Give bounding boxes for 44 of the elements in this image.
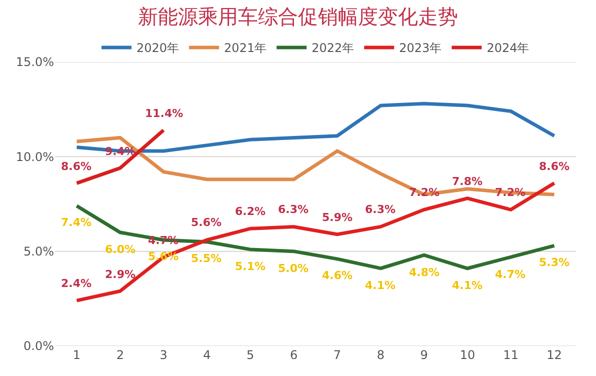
- data-label: 6.3%: [365, 203, 396, 216]
- data-label: 8.6%: [61, 160, 92, 173]
- x-tick-label: 1: [72, 348, 81, 362]
- legend-label: 2023年: [399, 41, 442, 56]
- data-label: 2.4%: [61, 277, 92, 290]
- x-tick-label: 6: [290, 348, 298, 362]
- x-tick-label: 9: [420, 348, 428, 362]
- data-label: 2.9%: [105, 268, 136, 281]
- data-label: 6.0%: [105, 243, 136, 256]
- x-tick-label: 8: [376, 348, 384, 362]
- x-tick-label: 10: [460, 348, 476, 362]
- x-tick-label: 11: [503, 348, 519, 362]
- data-label: 5.0%: [278, 262, 309, 275]
- chart-title: 新能源乘用车综合促销幅度变化走势: [138, 4, 458, 28]
- legend-label: 2022年: [312, 41, 354, 56]
- data-label: 6.2%: [235, 205, 266, 218]
- data-label: 4.6%: [322, 269, 353, 282]
- data-label: 5.5%: [191, 252, 222, 265]
- x-tick-label: 2: [116, 348, 124, 362]
- legend-label: 2020年: [136, 41, 180, 56]
- data-label: 5.1%: [235, 260, 266, 273]
- data-label: 4.7%: [495, 268, 526, 281]
- data-label: 5.6%: [191, 216, 222, 229]
- data-label: 5.9%: [322, 211, 353, 224]
- x-tick-label: 4: [203, 348, 211, 362]
- legend-label: 2021年: [224, 41, 267, 56]
- text: 0.0%: [24, 339, 54, 354]
- text: 15.0%: [16, 55, 54, 70]
- data-label: 7.4%: [61, 216, 92, 229]
- text: 10.0%: [16, 150, 54, 164]
- x-tick-label: 5: [246, 348, 254, 362]
- legend-label: 2024年: [486, 41, 530, 56]
- data-label: 6.3%: [278, 203, 309, 216]
- data-label: 11.4%: [145, 107, 184, 120]
- x-tick-label: 12: [546, 348, 562, 362]
- x-tick-label: 3: [160, 348, 168, 362]
- data-label: 4.1%: [452, 279, 483, 292]
- data-label: 5.3%: [539, 256, 570, 269]
- data-label: 4.1%: [365, 279, 396, 292]
- data-label: 4.8%: [409, 266, 440, 279]
- data-label: 7.8%: [452, 175, 483, 188]
- data-label: 8.6%: [539, 160, 570, 173]
- text: 5.0%: [24, 244, 54, 259]
- x-tick-label: 7: [333, 348, 342, 362]
